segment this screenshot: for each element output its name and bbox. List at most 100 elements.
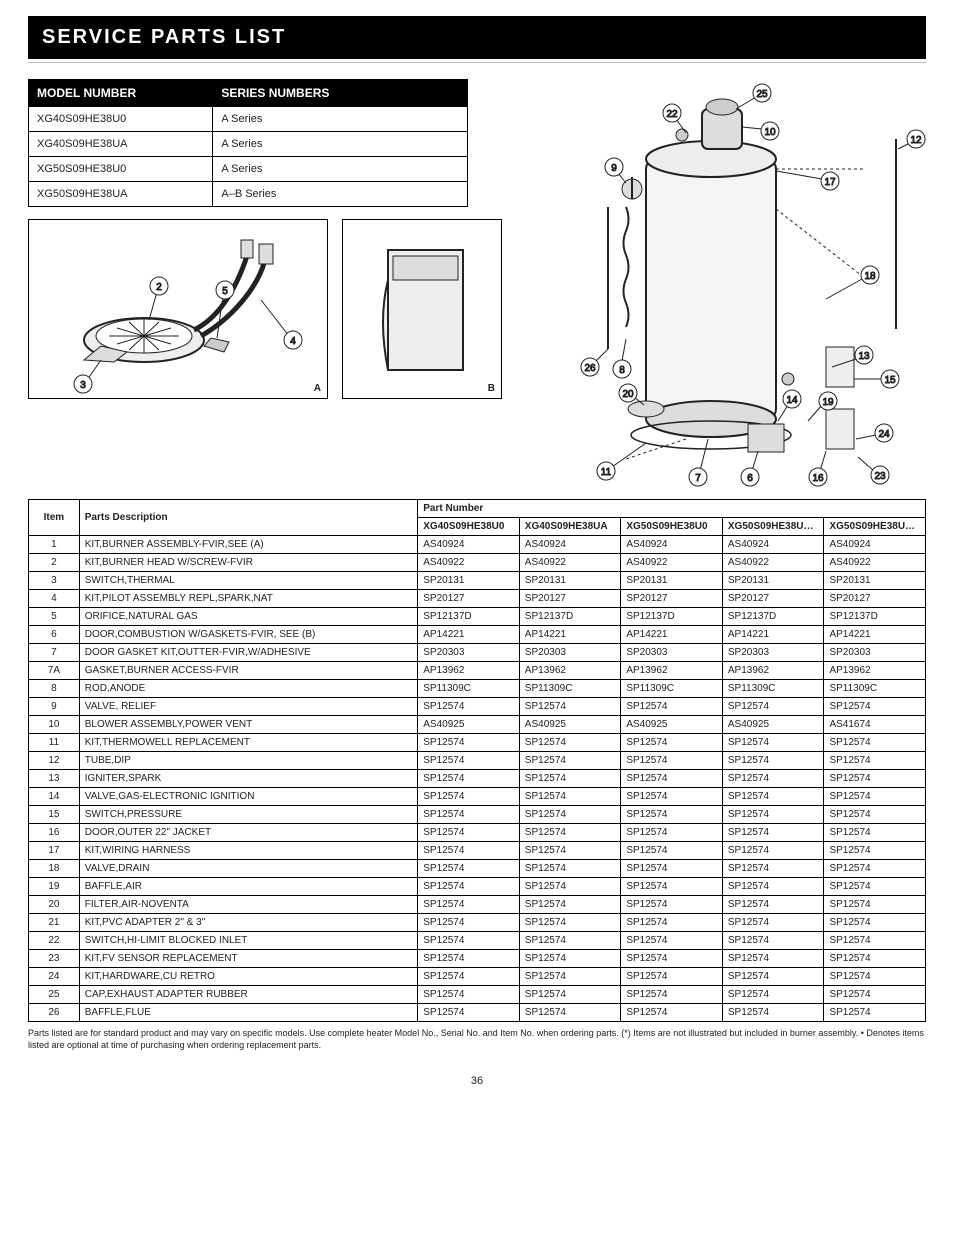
parts-cell-partno: SP12574	[621, 842, 723, 860]
model-row: XG50S09HE38U0 A Series	[29, 157, 468, 182]
callout-16: 16	[812, 473, 824, 484]
parts-cell-partno: SP12137D	[824, 608, 926, 626]
parts-cell-desc: GASKET,BURNER ACCESS-FVIR	[79, 662, 417, 680]
parts-cell-partno: SP12574	[621, 1004, 723, 1022]
parts-cell-item: 7A	[29, 662, 80, 680]
parts-cell-desc: DOOR,COMBUSTION W/GASKETS-FVIR, SEE (B)	[79, 626, 417, 644]
parts-cell-partno: SP12574	[722, 752, 824, 770]
parts-cell-partno: SP20303	[418, 644, 520, 662]
parts-cell-item: 16	[29, 824, 80, 842]
parts-cell-partno: SP11309C	[519, 680, 621, 698]
parts-header-partno: Part Number	[418, 500, 926, 518]
parts-cell-partno: SP12137D	[418, 608, 520, 626]
model-table: MODEL NUMBER SERIES NUMBERS XG40S09HE38U…	[28, 79, 468, 207]
parts-row: 20FILTER,AIR-NOVENTASP12574SP12574SP1257…	[29, 896, 926, 914]
parts-row: 14VALVE,GAS-ELECTRONIC IGNITIONSP12574SP…	[29, 788, 926, 806]
parts-cell-desc: DOOR GASKET KIT,OUTTER-FVIR,W/ADHESIVE	[79, 644, 417, 662]
parts-header-model: XG50S09HE38UA-B	[824, 518, 926, 536]
parts-cell-partno: SP12574	[824, 734, 926, 752]
parts-cell-desc: KIT,FV SENSOR REPLACEMENT	[79, 950, 417, 968]
parts-table: Item Parts Description Part Number XG40S…	[28, 499, 926, 1022]
parts-cell-desc: TUBE,DIP	[79, 752, 417, 770]
parts-cell-partno: SP12574	[418, 950, 520, 968]
parts-cell-item: 21	[29, 914, 80, 932]
model-row: XG40S09HE38UA A Series	[29, 132, 468, 157]
parts-cell-partno: SP12574	[418, 788, 520, 806]
parts-row: 6DOOR,COMBUSTION W/GASKETS-FVIR, SEE (B)…	[29, 626, 926, 644]
parts-cell-item: 12	[29, 752, 80, 770]
callout-18: 18	[864, 271, 876, 282]
parts-cell-desc: SWITCH,HI-LIMIT BLOCKED INLET	[79, 932, 417, 950]
parts-cell-partno: SP20131	[722, 572, 824, 590]
parts-cell-partno: SP12574	[418, 932, 520, 950]
parts-cell-partno: SP12574	[418, 752, 520, 770]
parts-cell-item: 23	[29, 950, 80, 968]
callout-9: 9	[611, 163, 617, 174]
model-header-model: MODEL NUMBER	[29, 80, 213, 107]
parts-cell-partno: SP12574	[519, 824, 621, 842]
model-cell: A Series	[213, 132, 468, 157]
parts-cell-partno: SP12574	[519, 860, 621, 878]
parts-cell-item: 17	[29, 842, 80, 860]
parts-cell-desc: IGNITER,SPARK	[79, 770, 417, 788]
parts-cell-partno: SP12574	[722, 788, 824, 806]
parts-cell-partno: SP12574	[519, 806, 621, 824]
parts-cell-partno: SP20303	[722, 644, 824, 662]
parts-row: 7DOOR GASKET KIT,OUTTER-FVIR,W/ADHESIVES…	[29, 644, 926, 662]
parts-cell-partno: SP12574	[418, 896, 520, 914]
parts-cell-partno: SP20131	[418, 572, 520, 590]
parts-row: 24KIT,HARDWARE,CU RETROSP12574SP12574SP1…	[29, 968, 926, 986]
parts-cell-item: 7	[29, 644, 80, 662]
parts-cell-partno: SP12574	[824, 1004, 926, 1022]
parts-row: 19BAFFLE,AIRSP12574SP12574SP12574SP12574…	[29, 878, 926, 896]
parts-cell-partno: SP12574	[722, 842, 824, 860]
parts-cell-partno: SP12574	[621, 698, 723, 716]
parts-cell-partno: AS40924	[722, 536, 824, 554]
parts-cell-partno: SP20131	[519, 572, 621, 590]
parts-row: 13IGNITER,SPARKSP12574SP12574SP12574SP12…	[29, 770, 926, 788]
parts-cell-partno: SP12574	[722, 806, 824, 824]
parts-cell-partno: SP12574	[418, 914, 520, 932]
parts-row: 16DOOR,OUTER 22" JACKETSP12574SP12574SP1…	[29, 824, 926, 842]
model-cell: XG40S09HE38U0	[29, 107, 213, 132]
parts-cell-partno: SP12574	[519, 896, 621, 914]
parts-cell-item: 5	[29, 608, 80, 626]
parts-cell-desc: BAFFLE,FLUE	[79, 1004, 417, 1022]
callout-25: 25	[756, 89, 768, 100]
parts-cell-partno: SP20303	[621, 644, 723, 662]
parts-cell-partno: SP12574	[722, 932, 824, 950]
parts-cell-partno: SP20131	[621, 572, 723, 590]
parts-cell-partno: SP12574	[824, 824, 926, 842]
parts-cell-partno: SP12574	[621, 824, 723, 842]
parts-cell-desc: KIT,BURNER HEAD W/SCREW-FVIR	[79, 554, 417, 572]
page-title-bar: SERVICE PARTS LIST	[28, 16, 926, 59]
parts-cell-partno: SP12574	[824, 806, 926, 824]
parts-cell-desc: VALVE,GAS-ELECTRONIC IGNITION	[79, 788, 417, 806]
parts-cell-item: 20	[29, 896, 80, 914]
parts-cell-partno: SP12574	[621, 986, 723, 1004]
parts-cell-partno: SP20131	[824, 572, 926, 590]
parts-cell-item: 25	[29, 986, 80, 1004]
illus-a-caption: A	[314, 383, 321, 394]
parts-cell-partno: SP12137D	[621, 608, 723, 626]
parts-cell-partno: SP12574	[418, 878, 520, 896]
parts-row: 4KIT,PILOT ASSEMBLY REPL,SPARK,NATSP2012…	[29, 590, 926, 608]
parts-cell-partno: SP12574	[418, 986, 520, 1004]
model-cell: XG50S09HE38UA	[29, 182, 213, 207]
parts-cell-partno: SP20127	[621, 590, 723, 608]
parts-cell-partno: AS40924	[621, 536, 723, 554]
callout-6: 6	[747, 473, 753, 484]
parts-cell-partno: SP12574	[621, 950, 723, 968]
parts-cell-partno: AS40922	[621, 554, 723, 572]
parts-cell-partno: AP13962	[824, 662, 926, 680]
parts-cell-partno: AP13962	[722, 662, 824, 680]
callout-15: 15	[884, 375, 896, 386]
parts-header-desc: Parts Description	[79, 500, 417, 536]
parts-cell-partno: SP12574	[824, 896, 926, 914]
parts-cell-partno: SP12574	[519, 878, 621, 896]
parts-cell-partno: SP12574	[418, 968, 520, 986]
parts-cell-partno: SP12137D	[722, 608, 824, 626]
parts-cell-item: 2	[29, 554, 80, 572]
parts-row: 25CAP,EXHAUST ADAPTER RUBBERSP12574SP125…	[29, 986, 926, 1004]
parts-cell-item: 1	[29, 536, 80, 554]
